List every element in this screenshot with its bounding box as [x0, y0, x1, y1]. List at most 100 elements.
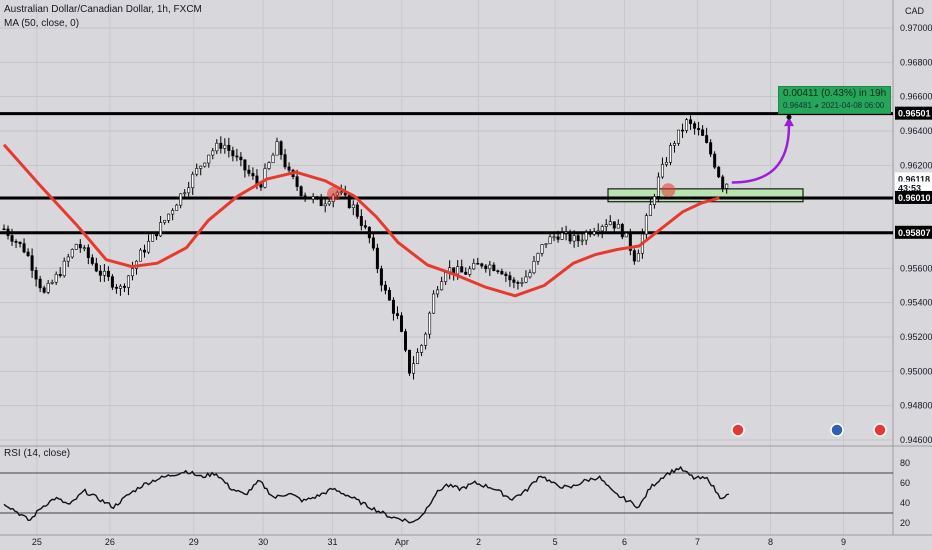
candle-body [307, 197, 311, 200]
candle-body [403, 331, 407, 351]
candle-body [38, 278, 42, 289]
candle-body [367, 226, 371, 239]
candle-body [632, 250, 636, 262]
candle-body [58, 273, 62, 277]
time-tick-label: 25 [32, 537, 42, 547]
candle-body [660, 164, 664, 178]
candle-body [106, 270, 110, 277]
projection-change: 0.00411 (0.43%) in 19h [783, 88, 887, 99]
candle-body [391, 299, 395, 314]
candle-body [572, 235, 576, 242]
candle-body [524, 276, 528, 283]
candle-body [239, 156, 243, 161]
price-tick-label: 0.97000 [900, 23, 932, 33]
candle-body [456, 266, 460, 275]
candle-body [568, 231, 572, 242]
time-tick-label: 31 [327, 537, 337, 547]
candle-body [508, 275, 512, 281]
candle-body [496, 270, 500, 273]
ma-indicator-label[interactable]: MA (50, close, 0) [4, 18, 80, 29]
time-tick-label: 30 [258, 537, 268, 547]
price-tick-label: 0.95200 [900, 332, 932, 342]
candle-body [725, 183, 729, 189]
projection-arrow [731, 125, 791, 184]
candle-body [275, 141, 279, 156]
candle-body [247, 169, 251, 174]
candle-body [383, 284, 387, 291]
candle-body [500, 270, 504, 275]
time-tick-label: 5 [553, 537, 558, 547]
candle-body [644, 215, 648, 235]
candle-body [436, 289, 440, 295]
candle-body [588, 232, 592, 235]
candle-body [488, 264, 492, 270]
candle-body [648, 204, 652, 216]
projection-target-dot [786, 114, 792, 120]
candle-body [207, 154, 211, 164]
projection-arrowhead [784, 117, 794, 127]
candle-body [697, 128, 701, 131]
candle-body [492, 264, 496, 272]
rsi-tick-label: 20 [900, 518, 910, 528]
candle-body [685, 119, 689, 131]
time-tick-label: Apr [395, 537, 409, 547]
candle-body [472, 262, 476, 270]
crossover-marker [326, 186, 341, 201]
candle-body [94, 263, 98, 272]
candle-body [399, 315, 403, 332]
candle-body [544, 243, 548, 246]
candle-body [223, 144, 227, 149]
candle-body [191, 173, 195, 189]
economic-event-icon [830, 423, 844, 437]
rsi-indicator-label[interactable]: RSI (14, close) [4, 448, 71, 459]
price-label-text: 0.96010 [898, 193, 931, 203]
candle-body [167, 213, 171, 221]
candle-body [424, 333, 428, 346]
symbol-title[interactable]: Australian Dollar/Canadian Dollar, 1h, F… [4, 4, 202, 15]
candle-body [355, 204, 359, 217]
candle-body [668, 145, 672, 163]
candle-body [584, 232, 588, 241]
candle-body [664, 161, 668, 165]
price-label-text: 43:53 [898, 184, 921, 194]
candle-body [50, 281, 54, 284]
candle-body [287, 166, 291, 171]
candle-body [520, 282, 524, 284]
candle-body [126, 275, 130, 288]
price-label-text: 0.96501 [898, 109, 931, 119]
candle-body [14, 241, 18, 243]
time-tick-label: 29 [189, 537, 199, 547]
time-axis-ticks: 25 26 29 30 31 Apr 2 5 6 7 8 9 [32, 537, 846, 547]
time-tick-label: 9 [841, 537, 846, 547]
moving-average-line [2, 143, 720, 298]
candle-body [215, 142, 219, 152]
candle-body [689, 119, 693, 124]
candle-body [359, 216, 363, 226]
candle-body [102, 270, 106, 276]
candle-body [62, 260, 66, 277]
time-tick-label: 26 [105, 537, 115, 547]
candle-body [371, 237, 375, 249]
candle-body [504, 273, 508, 276]
candle-body [271, 154, 275, 163]
candle-body [30, 255, 34, 271]
time-tick-label: 6 [622, 537, 627, 547]
candle-body [536, 253, 540, 262]
candle-body [412, 363, 416, 374]
currency-label: CAD [905, 6, 925, 16]
candle-body [636, 253, 640, 262]
candle-body [420, 345, 424, 353]
candle-body [163, 220, 167, 223]
candle-body [347, 194, 351, 209]
candle-body [652, 196, 656, 206]
candle-body [199, 165, 203, 169]
rsi-tick-label: 80 [900, 458, 910, 468]
price-tick-label: 0.96800 [900, 57, 932, 67]
candle-body [139, 249, 143, 262]
price-tick-label: 0.96600 [900, 92, 932, 102]
price-label-box [895, 190, 932, 204]
candle-body [395, 313, 399, 316]
